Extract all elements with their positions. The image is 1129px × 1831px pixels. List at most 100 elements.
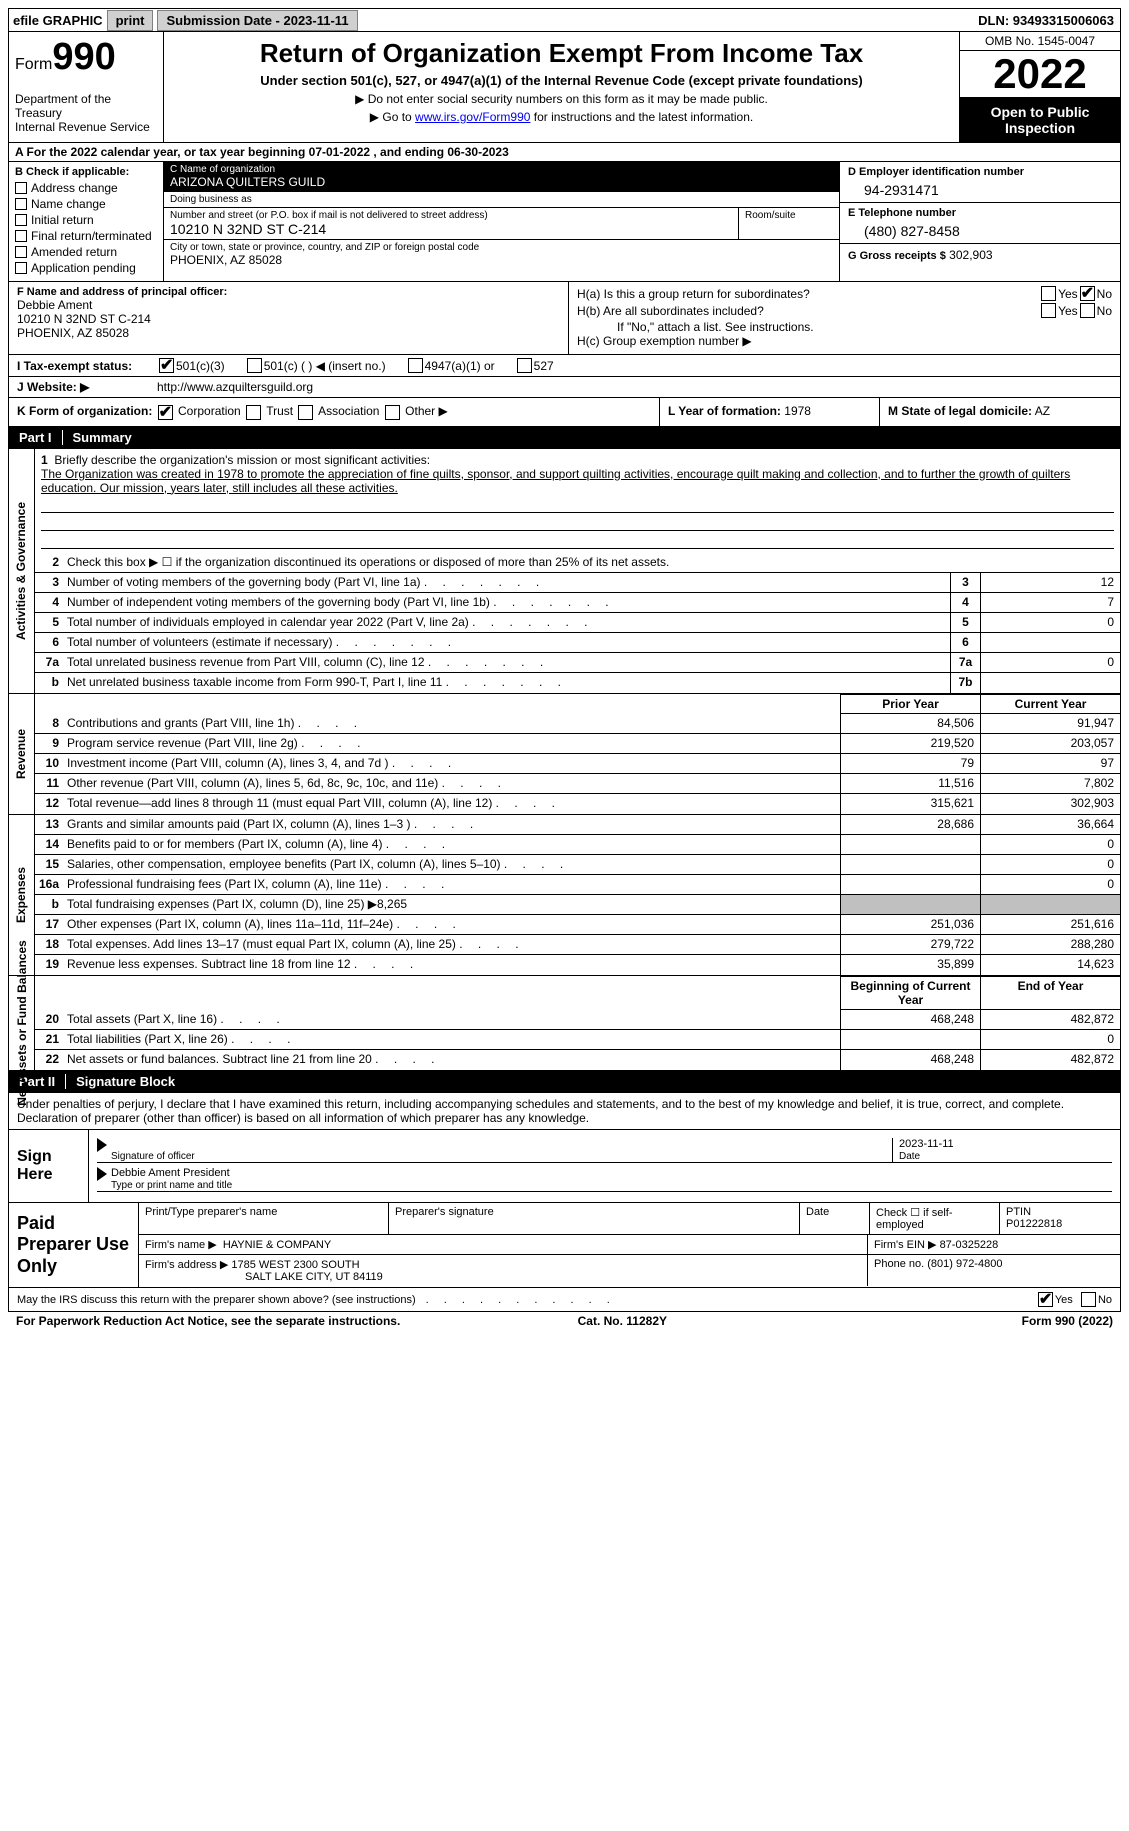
officer-name: Debbie Ament	[17, 298, 560, 312]
summary-row: 7aTotal unrelated business revenue from …	[35, 653, 1120, 673]
form-number: Form990	[15, 36, 157, 79]
hdr-current-year: Current Year	[980, 694, 1120, 714]
form-word: Form	[15, 56, 52, 73]
org-name-lbl: C Name of organization	[170, 164, 833, 175]
summary-governance: Activities & Governance 1 Briefly descri…	[8, 449, 1121, 694]
summary-row: 20Total assets (Part X, line 16) . . . .…	[35, 1010, 1120, 1030]
arrow-icon	[97, 1167, 107, 1181]
summary-row: 12Total revenue—add lines 8 through 11 (…	[35, 794, 1120, 814]
mission-block: 1 Briefly describe the organization's mi…	[35, 449, 1120, 553]
summary-row: bNet unrelated business taxable income f…	[35, 673, 1120, 693]
k-other-box[interactable]	[385, 405, 400, 420]
print-button[interactable]: print	[107, 10, 154, 31]
tab-net-assets: Net Assets or Fund Balances	[9, 976, 35, 1070]
prep-date-cell: Date	[800, 1203, 870, 1234]
paid-preparer-label: Paid Preparer Use Only	[9, 1203, 139, 1288]
dba-lbl: Doing business as	[170, 194, 833, 205]
gross-lbl: G Gross receipts $	[848, 250, 946, 262]
block-c: C Name of organization ARIZONA QUILTERS …	[164, 162, 840, 281]
city-lbl: City or town, state or province, country…	[170, 242, 833, 253]
website-val: http://www.azquiltersguild.org	[157, 380, 313, 394]
i-501c-box[interactable]	[247, 358, 262, 373]
summary-row: bTotal fundraising expenses (Part IX, co…	[35, 895, 1120, 915]
submission-date-button[interactable]: Submission Date - 2023-11-11	[157, 10, 357, 31]
k-assoc-box[interactable]	[298, 405, 313, 420]
ha-lbl: H(a) Is this a group return for subordin…	[577, 287, 1039, 301]
omb-number: OMB No. 1545-0047	[960, 32, 1120, 51]
block-f: F Name and address of principal officer:…	[9, 282, 569, 354]
goto-note: ▶ Go to www.irs.gov/Form990 for instruct…	[168, 110, 955, 124]
block-d: D Employer identification number 94-2931…	[840, 162, 1120, 281]
block-b-label: B Check if applicable:	[15, 166, 157, 178]
summary-row: 9Program service revenue (Part VIII, lin…	[35, 734, 1120, 754]
prep-sig-cell: Preparer's signature	[389, 1203, 800, 1234]
chk-name-change[interactable]: Name change	[15, 197, 157, 211]
officer-name-title: Debbie Ament PresidentType or print name…	[111, 1167, 1112, 1191]
summary-row: 21Total liabilities (Part X, line 26) . …	[35, 1030, 1120, 1050]
hb-no-box[interactable]	[1080, 303, 1095, 318]
ein-lbl: D Employer identification number	[848, 166, 1112, 178]
summary-row: 4Number of independent voting members of…	[35, 593, 1120, 613]
block-m: M State of legal domicile: AZ	[880, 398, 1120, 425]
summary-row: 22Net assets or fund balances. Subtract …	[35, 1050, 1120, 1070]
irs-link[interactable]: www.irs.gov/Form990	[415, 110, 530, 124]
summary-row: 18Total expenses. Add lines 13–17 (must …	[35, 935, 1120, 955]
summary-row: 6Total number of volunteers (estimate if…	[35, 633, 1120, 653]
chk-final-return[interactable]: Final return/terminated	[15, 229, 157, 243]
hdr-prior-year: Prior Year	[840, 694, 980, 714]
k-corp-box[interactable]	[158, 405, 173, 420]
chk-amended-return[interactable]: Amended return	[15, 245, 157, 259]
part-ii-bar: Part II Signature Block	[8, 1071, 1121, 1093]
row-i: I Tax-exempt status: 501(c)(3) 501(c) ( …	[8, 355, 1121, 377]
hdr-end-year: End of Year	[980, 976, 1120, 1010]
form-title: Return of Organization Exempt From Incom…	[168, 38, 955, 69]
chk-initial-return[interactable]: Initial return	[15, 213, 157, 227]
top-toolbar: efile GRAPHIC print Submission Date - 20…	[8, 8, 1121, 32]
org-name: ARIZONA QUILTERS GUILD	[170, 175, 833, 189]
k-trust-box[interactable]	[246, 405, 261, 420]
arrow-icon	[97, 1138, 107, 1152]
self-emp-cell: Check ☐ if self-employed	[870, 1203, 1000, 1234]
part-ii-title: Signature Block	[66, 1074, 185, 1089]
tab-governance: Activities & Governance	[9, 449, 35, 693]
klm-row: K Form of organization: Corporation Trus…	[8, 398, 1121, 426]
hb-note: If "No," attach a list. See instructions…	[577, 320, 1112, 334]
summary-revenue: Revenue Prior Year Current Year 8Contrib…	[8, 694, 1121, 815]
sign-here-label: Sign Here	[9, 1130, 89, 1202]
i-4947-box[interactable]	[408, 358, 423, 373]
mission-text: The Organization was created in 1978 to …	[41, 467, 1070, 495]
summary-row: 15Salaries, other compensation, employee…	[35, 855, 1120, 875]
j-lbl: J Website: ▶	[17, 380, 157, 394]
line2-text: Check this box ▶ ☐ if the organization d…	[63, 553, 1120, 572]
hc-lbl: H(c) Group exemption number ▶	[577, 334, 752, 348]
chk-address-change[interactable]: Address change	[15, 181, 157, 195]
i-527-box[interactable]	[517, 358, 532, 373]
chk-application-pending[interactable]: Application pending	[15, 261, 157, 275]
ha-yes-box[interactable]	[1041, 286, 1056, 301]
gross-val: 302,903	[949, 248, 992, 262]
discuss-yes-box[interactable]	[1038, 1292, 1053, 1307]
part-i-title: Summary	[63, 430, 142, 445]
ha-no-box[interactable]	[1080, 286, 1095, 301]
ssn-note: ▶ Do not enter social security numbers o…	[168, 92, 955, 106]
paperwork-notice: For Paperwork Reduction Act Notice, see …	[16, 1314, 400, 1328]
tel-val: (480) 827-8458	[848, 223, 1112, 239]
goto-post: for instructions and the latest informat…	[530, 110, 753, 124]
summary-row: 14Benefits paid to or for members (Part …	[35, 835, 1120, 855]
discuss-text: May the IRS discuss this return with the…	[17, 1294, 416, 1306]
entity-block: B Check if applicable: Address change Na…	[8, 162, 1121, 282]
summary-row: 17Other expenses (Part IX, column (A), l…	[35, 915, 1120, 935]
hb-yes-box[interactable]	[1041, 303, 1056, 318]
i-501c3-box[interactable]	[159, 358, 174, 373]
f-lbl: F Name and address of principal officer:	[17, 286, 560, 298]
part-i-num: Part I	[9, 430, 63, 445]
form-990-page: efile GRAPHIC print Submission Date - 20…	[0, 0, 1129, 1338]
i-lbl: I Tax-exempt status:	[17, 359, 157, 373]
fh-row: F Name and address of principal officer:…	[8, 282, 1121, 355]
addr-lbl: Number and street (or P.O. box if mail i…	[170, 210, 732, 221]
sign-here-row: Sign Here Signature of officer 2023-11-1…	[9, 1129, 1120, 1202]
perjury-declaration: Under penalties of perjury, I declare th…	[9, 1093, 1120, 1129]
goto-pre: ▶ Go to	[370, 110, 415, 124]
catalog-number: Cat. No. 11282Y	[578, 1314, 667, 1328]
discuss-no-box[interactable]	[1081, 1292, 1096, 1307]
